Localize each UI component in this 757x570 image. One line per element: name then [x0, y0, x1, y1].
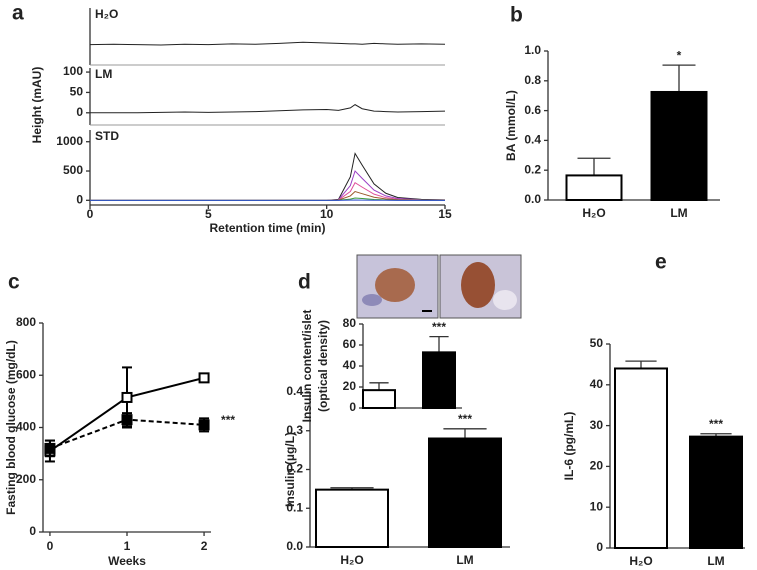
- panel-title: H₂O: [95, 7, 118, 21]
- panel-title: STD: [95, 129, 119, 143]
- x-tick-label: 0: [87, 207, 94, 221]
- y-tick-label: 0: [596, 540, 603, 554]
- y-tick-label: 0: [29, 524, 36, 538]
- marker: [121, 391, 133, 403]
- trace: [90, 152, 446, 201]
- y-tick-label: 50: [590, 336, 604, 350]
- marker: [44, 442, 56, 454]
- y-tick-label: 10: [590, 499, 604, 513]
- y-tick-label: 0.6: [524, 103, 541, 117]
- histology-images: [356, 254, 522, 319]
- y-tick-label: 0.8: [524, 73, 541, 87]
- y-tick-label: 40: [343, 358, 357, 372]
- y-tick-label: 200: [16, 472, 36, 486]
- x-tick-label: H₂O: [629, 554, 652, 568]
- bar: [428, 437, 502, 548]
- y-tick-label: 1000: [56, 134, 83, 148]
- x-tick-label: 0: [47, 539, 54, 553]
- annotation: ***: [458, 412, 472, 426]
- bar: [362, 389, 396, 409]
- y-tick-label: 400: [16, 420, 36, 434]
- y-tick-label: 20: [590, 459, 604, 473]
- y-axis-label: IL-6 (pg/mL): [562, 412, 576, 481]
- y-tick-label: 800: [16, 315, 36, 329]
- y-tick-label: 0.1: [286, 500, 303, 514]
- x-tick-label: H₂O: [340, 553, 363, 567]
- y-axis-label: Insulin content/islet: [300, 310, 314, 423]
- y-axis-label: (optical density): [316, 320, 330, 412]
- bar: [565, 174, 623, 201]
- x-tick-label: LM: [707, 554, 724, 568]
- tissue: [362, 294, 382, 306]
- x-tick-label: 1: [124, 539, 131, 553]
- y-tick-label: 0.4: [286, 384, 303, 398]
- annotation: ***: [432, 320, 446, 334]
- annotation: *: [677, 48, 682, 62]
- y-tick-label: 100: [63, 64, 83, 78]
- y-tick-label: 40: [590, 377, 604, 391]
- y-tick-label: 20: [343, 379, 357, 393]
- x-tick-label: LM: [670, 206, 687, 220]
- y-tick-label: 80: [343, 316, 357, 330]
- y-tick-label: 1.0: [524, 43, 541, 57]
- bar: [422, 351, 456, 410]
- annotation: ***: [709, 417, 723, 431]
- y-tick-label: 50: [70, 85, 84, 99]
- x-tick-label: 2: [201, 539, 208, 553]
- y-axis-label: BA (mmol/L): [504, 90, 518, 161]
- y-tick-label: 60: [343, 337, 357, 351]
- bar: [689, 435, 743, 549]
- y-tick-label: 0.0: [524, 192, 541, 206]
- y-tick-label: 0: [349, 400, 356, 414]
- y-tick-label: 0.0: [286, 539, 303, 553]
- x-axis-label: Retention time (min): [210, 221, 326, 235]
- y-axis-label: Insulin (µg/L): [283, 432, 297, 507]
- x-tick-label: H₂O: [582, 206, 605, 220]
- annotation: ***: [221, 413, 235, 427]
- tissue: [493, 290, 517, 310]
- marker: [198, 419, 210, 431]
- y-tick-label: 0: [76, 105, 83, 119]
- x-tick-label: 10: [320, 207, 334, 221]
- stain: [461, 262, 495, 308]
- trace: [89, 41, 446, 46]
- marker: [121, 414, 133, 426]
- trace: [90, 104, 446, 114]
- panel-letter: b: [510, 4, 523, 27]
- y-tick-label: 500: [63, 163, 83, 177]
- panel-letter: d: [298, 271, 311, 294]
- y-tick-label: 0.3: [286, 423, 303, 437]
- y-axis-label: Height (mAU): [30, 67, 44, 144]
- x-tick-label: LM: [456, 553, 473, 567]
- y-tick-label: 0: [76, 192, 83, 206]
- stain: [375, 268, 415, 302]
- x-axis-label: Weeks: [108, 554, 146, 568]
- y-axis-label: Fasting blood glucose (mg/dL): [4, 340, 18, 515]
- panel-letter: c: [8, 271, 20, 294]
- panel-letter: a: [12, 2, 24, 25]
- y-tick-label: 0.2: [524, 162, 541, 176]
- panel-title: LM: [95, 67, 112, 81]
- panel-letter: e: [655, 251, 667, 274]
- y-tick-label: 0.4: [524, 133, 541, 147]
- y-tick-label: 600: [16, 367, 36, 381]
- bar: [315, 488, 389, 548]
- y-tick-label: 0.2: [286, 462, 303, 476]
- marker: [198, 372, 210, 384]
- x-tick-label: 15: [438, 207, 452, 221]
- bar: [650, 90, 708, 201]
- y-tick-label: 30: [590, 418, 604, 432]
- bar: [614, 367, 668, 550]
- x-tick-label: 5: [205, 207, 212, 221]
